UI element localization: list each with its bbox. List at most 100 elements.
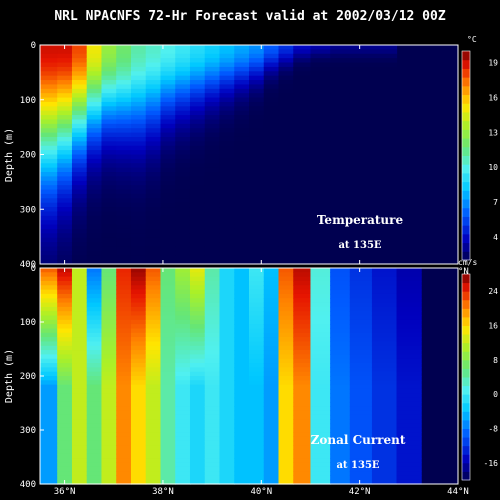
heatmap-cell bbox=[57, 255, 73, 261]
heatmap-cell bbox=[116, 207, 132, 213]
heatmap-cell bbox=[310, 285, 331, 291]
heatmap-cell bbox=[145, 367, 162, 373]
heatmap-cell bbox=[145, 250, 162, 256]
heatmap-cell bbox=[175, 167, 191, 173]
heatmap-cell bbox=[71, 328, 88, 334]
heatmap-cell bbox=[116, 453, 132, 459]
heatmap-cell bbox=[189, 280, 206, 286]
heatmap-cell bbox=[371, 319, 398, 325]
heatmap-cell bbox=[219, 302, 235, 308]
heatmap-cell bbox=[371, 84, 398, 90]
heatmap-cell bbox=[130, 75, 147, 81]
heatmap-cell bbox=[160, 110, 176, 116]
heatmap-cell bbox=[145, 53, 162, 59]
heatmap-cell bbox=[249, 132, 265, 138]
heatmap-cell bbox=[71, 49, 88, 55]
heatmap-cell bbox=[234, 228, 250, 234]
heatmap-cell bbox=[57, 401, 73, 407]
heatmap-cell bbox=[40, 319, 58, 325]
heatmap-cell bbox=[219, 224, 235, 230]
heatmap-cell bbox=[371, 285, 398, 291]
heatmap-cell bbox=[130, 384, 147, 390]
heatmap-cell bbox=[204, 471, 221, 476]
heatmap-cell bbox=[86, 207, 103, 213]
heatmap-cell bbox=[204, 141, 221, 147]
heatmap-cell bbox=[293, 384, 312, 390]
heatmap-cell bbox=[116, 101, 132, 107]
heatmap-cell bbox=[86, 414, 103, 420]
heatmap-cell bbox=[40, 380, 58, 386]
heatmap-cell bbox=[371, 436, 398, 442]
heatmap-cell bbox=[40, 172, 58, 177]
heatmap-cell bbox=[40, 167, 58, 173]
heatmap-cell bbox=[101, 220, 117, 226]
heatmap-cell bbox=[278, 410, 294, 416]
heatmap-cell bbox=[234, 384, 250, 390]
heatmap-cell bbox=[219, 132, 235, 138]
heatmap-cell bbox=[189, 80, 206, 86]
heatmap-cell bbox=[57, 167, 73, 173]
heatmap-cell bbox=[160, 136, 176, 142]
heatmap-cell bbox=[57, 272, 73, 278]
heatmap-cell bbox=[130, 436, 147, 442]
heatmap-cell bbox=[189, 406, 206, 412]
y-tick-label: 400 bbox=[20, 480, 36, 490]
heatmap-cell bbox=[371, 106, 398, 112]
heatmap-cell bbox=[234, 233, 250, 239]
heatmap-cell bbox=[330, 250, 351, 256]
heatmap-cell bbox=[101, 176, 117, 182]
heatmap-cell bbox=[101, 453, 117, 459]
heatmap-cell bbox=[310, 224, 331, 230]
heatmap-cell bbox=[234, 401, 250, 407]
heatmap-cell bbox=[249, 445, 265, 451]
heatmap-cell bbox=[57, 280, 73, 286]
heatmap-cell bbox=[310, 115, 331, 121]
heatmap-cell bbox=[204, 410, 221, 416]
heatmap-cell bbox=[189, 255, 206, 261]
heatmap-cell bbox=[293, 479, 312, 485]
heatmap-cell bbox=[263, 462, 280, 468]
heatmap-cell bbox=[310, 198, 331, 204]
heatmap-cell bbox=[86, 80, 103, 86]
heatmap-cell bbox=[396, 475, 422, 481]
heatmap-cell bbox=[349, 298, 373, 304]
heatmap-cell bbox=[219, 97, 235, 103]
heatmap-cell bbox=[71, 371, 88, 377]
heatmap-cell bbox=[101, 75, 117, 81]
heatmap-cell bbox=[219, 406, 235, 412]
heatmap-cell bbox=[204, 367, 221, 373]
heatmap-cell bbox=[310, 49, 331, 55]
heatmap-cell bbox=[204, 250, 221, 256]
heatmap-cell bbox=[160, 93, 176, 99]
heatmap-cell bbox=[371, 345, 398, 351]
x-tick-label: 40°N bbox=[250, 487, 272, 497]
heatmap-cell bbox=[204, 106, 221, 112]
heatmap-cell bbox=[234, 259, 250, 265]
heatmap-cell bbox=[86, 388, 103, 394]
heatmap-cell bbox=[71, 141, 88, 147]
heatmap-cell bbox=[189, 410, 206, 416]
heatmap-cell bbox=[249, 453, 265, 459]
heatmap-cell bbox=[189, 193, 206, 199]
heatmap-cell bbox=[145, 324, 162, 330]
heatmap-cell bbox=[278, 272, 294, 278]
heatmap-cell bbox=[349, 189, 373, 195]
heatmap-cell bbox=[101, 427, 117, 433]
heatmap-cell bbox=[189, 224, 206, 230]
heatmap-cell bbox=[189, 132, 206, 138]
heatmap-cell bbox=[71, 432, 88, 438]
heatmap-cell bbox=[175, 185, 191, 191]
heatmap-cell bbox=[278, 337, 294, 343]
heatmap-cell bbox=[130, 259, 147, 265]
heatmap-cell bbox=[310, 462, 331, 468]
heatmap-cell bbox=[310, 410, 331, 416]
heatmap-cell bbox=[101, 49, 117, 55]
heatmap-cell bbox=[57, 93, 73, 99]
heatmap-cell bbox=[116, 150, 132, 156]
heatmap-cell bbox=[145, 228, 162, 234]
colorbar-segment bbox=[462, 111, 470, 122]
heatmap-cell bbox=[204, 123, 221, 129]
heatmap-cell bbox=[310, 332, 331, 338]
